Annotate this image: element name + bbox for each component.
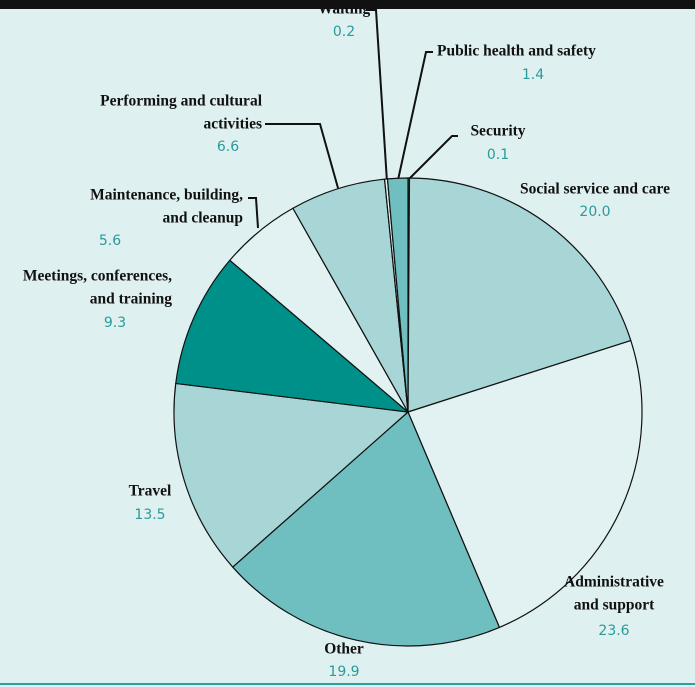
value-label: 0.2 xyxy=(333,24,355,40)
pie-slice xyxy=(175,259,409,413)
slice-label: Security xyxy=(470,123,525,140)
slice-label: activities xyxy=(203,116,262,133)
value-label: 6.6 xyxy=(217,139,239,155)
slice-label: and support xyxy=(574,597,655,614)
pie-slice xyxy=(407,339,643,629)
slice-label: and training xyxy=(90,291,173,308)
value-label: 9.3 xyxy=(104,315,126,331)
slice-label: and cleanup xyxy=(162,210,243,227)
slice-label: Waiting xyxy=(318,1,371,18)
leader-line xyxy=(366,9,388,183)
value-label: 13.5 xyxy=(134,507,165,523)
value-label: 0.1 xyxy=(487,147,509,163)
pie-slice xyxy=(173,382,409,568)
slice-label: Travel xyxy=(129,483,172,500)
pie-slice xyxy=(386,177,409,413)
value-label: 23.6 xyxy=(598,623,629,639)
slice-label: Performing and cultural xyxy=(100,93,263,110)
slice-label: Other xyxy=(324,641,364,658)
leader-line xyxy=(407,135,458,181)
pie-slice xyxy=(232,411,501,647)
slice-label: Maintenance, building, xyxy=(90,187,243,204)
value-label: 19.9 xyxy=(328,664,359,680)
leader-lines xyxy=(248,9,458,229)
value-label: 1.4 xyxy=(522,67,544,83)
leader-line xyxy=(265,123,339,189)
top-bar xyxy=(0,0,695,9)
bottom-rule xyxy=(0,683,695,685)
slice-label: Meetings, conferences, xyxy=(23,268,172,285)
leader-line xyxy=(397,51,433,181)
value-label: 20.0 xyxy=(579,204,610,220)
value-label: 5.6 xyxy=(99,233,121,249)
leader-line xyxy=(248,197,259,229)
slice-label: Administrative xyxy=(564,574,664,591)
slice-label: Public health and safety xyxy=(437,43,596,60)
pie-slice xyxy=(407,177,632,413)
slice-label: Social service and care xyxy=(520,181,670,198)
